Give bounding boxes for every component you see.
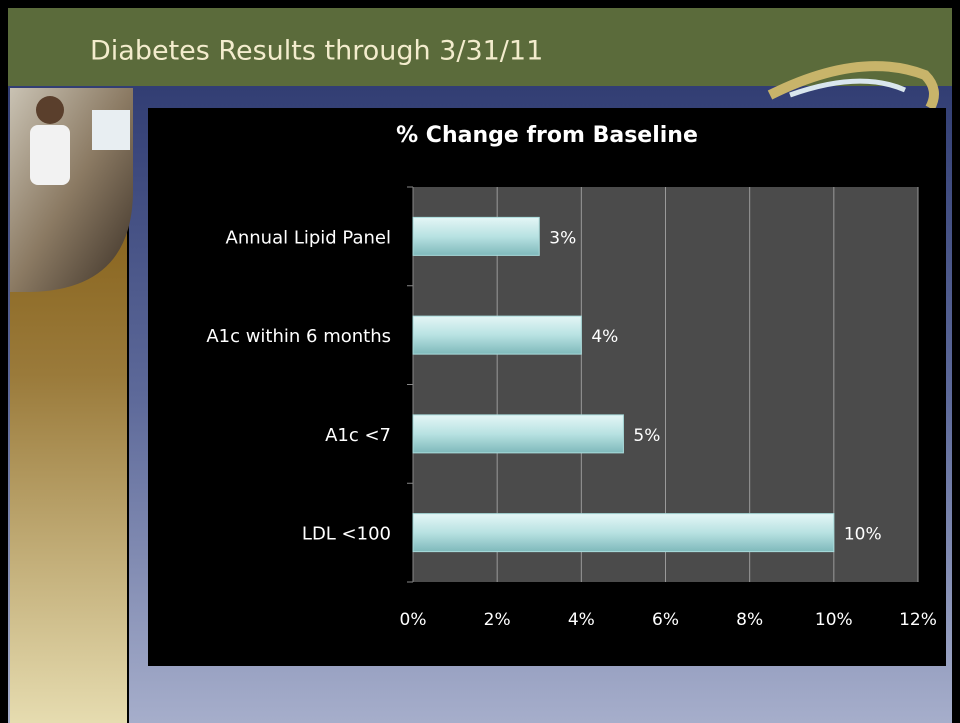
x-tick-label: 6% [652, 610, 679, 630]
bar [412, 315, 582, 355]
x-tick-label: 12% [899, 610, 937, 630]
photo-detail [30, 125, 70, 185]
value-label: 3% [549, 228, 576, 248]
swoosh [767, 61, 939, 111]
x-tick-label: 0% [400, 610, 427, 630]
y-tick-label: LDL <100 [302, 524, 391, 545]
photo-detail [36, 96, 64, 124]
bar [412, 513, 835, 553]
y-tick-label: A1c within 6 months [206, 326, 391, 347]
chart-title: % Change from Baseline [396, 123, 698, 148]
y-tick-label: A1c <7 [325, 425, 391, 446]
value-label: 5% [633, 426, 660, 446]
x-tick-label: 2% [484, 610, 511, 630]
x-tick-label: 8% [736, 610, 763, 630]
title-bar [8, 8, 952, 86]
bar [412, 216, 540, 256]
photo-detail [92, 110, 130, 150]
x-tick-label: 10% [815, 610, 853, 630]
slide-title: Diabetes Results through 3/31/11 [90, 36, 543, 67]
bar [412, 414, 624, 454]
x-tick-label: 4% [568, 610, 595, 630]
y-tick-label: Annual Lipid Panel [226, 227, 391, 248]
value-label: 4% [591, 327, 618, 347]
value-label: 10% [844, 525, 882, 545]
swoosh [789, 78, 907, 98]
